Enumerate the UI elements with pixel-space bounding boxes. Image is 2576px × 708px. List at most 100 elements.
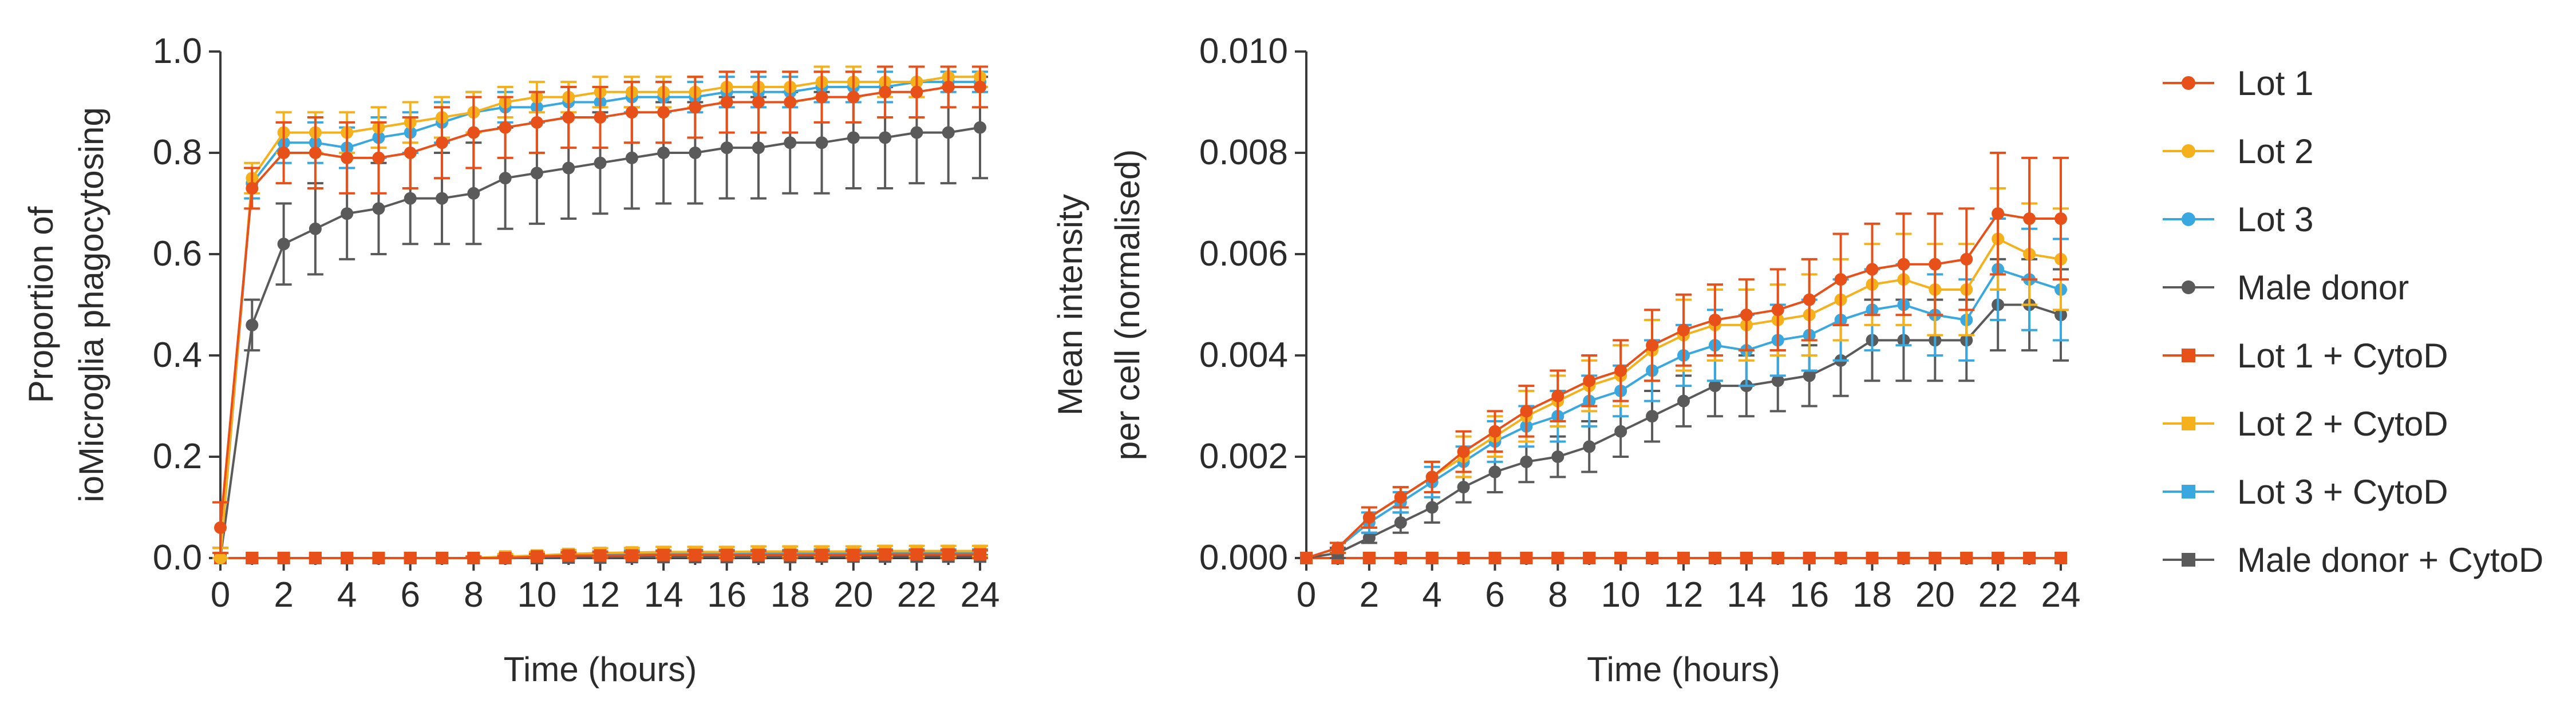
data-point [1551,552,1564,564]
data-point [689,548,702,561]
data-point [1866,552,1879,564]
data-point [1646,552,1659,564]
y-tick-label: 0.010 [1199,31,1288,71]
data-point [625,151,638,164]
legend-label: Lot 3 + CytoD [2237,473,2448,511]
data-point [404,192,417,205]
x-tick-label: 24 [2041,575,2081,615]
legend-label: Lot 2 [2237,132,2313,171]
data-point [1897,258,1910,271]
legend-marker [2182,417,2195,430]
data-point [1394,491,1407,504]
data-point [530,167,543,180]
data-point [2023,552,2036,564]
data-point [784,136,797,149]
y-axis-title: Mean intensity [1051,194,1089,416]
x-tick-label: 20 [1915,575,1955,615]
data-point [1331,541,1344,555]
x-tick-label: 4 [1422,575,1441,615]
data-point [720,141,733,155]
data-point [1425,470,1439,484]
data-point [974,121,986,134]
data-point [372,202,385,215]
data-point [1708,552,1721,564]
y-tick-label: 0.0 [153,538,202,578]
series-male-donor [212,76,988,564]
legend-entry-lot-2: Lot 2 [2163,132,2313,171]
x-tick-label: 14 [644,575,683,615]
x-tick-label: 22 [1978,575,2018,615]
x-tick-label: 0 [1297,575,1316,615]
legend-label: Lot 3 [2237,200,2313,239]
data-point [1457,481,1470,494]
data-point [530,116,543,129]
data-point [815,136,828,149]
y-tick-label: 0.6 [153,234,202,274]
x-tick-label: 8 [464,575,483,615]
data-point [594,549,607,562]
data-point [562,549,575,562]
x-tick-label: 14 [1726,575,1766,615]
data-point [815,90,828,104]
data-point [1614,364,1627,377]
legend-label: Lot 1 + CytoD [2237,337,2448,375]
legend-entry-male-donor-cytod: Male donor + CytoD [2163,541,2543,579]
data-point [1708,314,1721,327]
data-point [847,90,860,104]
data-point [942,126,955,139]
data-point [1992,207,2005,220]
legend-entry-lot-2-cytod: Lot 2 + CytoD [2163,405,2448,443]
data-point [847,131,860,144]
data-point [341,207,354,220]
data-point [1551,389,1564,402]
data-point [372,151,385,164]
data-point [2055,552,2067,564]
y-tick-label: 0.4 [153,335,202,375]
data-point [1929,552,1942,564]
data-point [974,548,986,561]
data-point [2023,212,2036,226]
data-point [1834,273,1847,286]
data-point [436,552,449,564]
x-tick-label: 18 [1852,575,1892,615]
y-axis-title: per cell (normalised) [1108,149,1147,461]
data-point [625,106,638,119]
data-point [847,548,860,561]
legend-label: Male donor + CytoD [2237,541,2543,579]
data-point [910,548,923,561]
data-point [2055,212,2067,226]
chart-phagocytosing-proportion: 0.00.20.40.60.81.00 2 4 6 8 10 12 14 16 18 20 22 24T… [22,31,999,689]
data-point [214,552,227,564]
data-point [1394,552,1407,564]
data-point [752,141,765,155]
data-point [1583,552,1596,564]
y-tick-label: 0.2 [153,437,202,476]
data-point [1866,263,1879,276]
x-tick-label: 6 [401,575,420,615]
legend-marker [2182,144,2195,158]
legend-marker [2182,76,2195,90]
legend-marker [2182,553,2195,567]
x-tick-label: 12 [1664,575,1704,615]
data-point [720,548,733,561]
data-point [1646,339,1659,352]
data-point [1677,394,1690,408]
data-point [879,131,892,144]
data-point [689,101,702,114]
legend-label: Lot 2 + CytoD [2237,405,2448,443]
y-tick-label: 0.8 [153,133,202,172]
data-point [1425,501,1439,514]
data-point [784,96,797,109]
legend-marker [2182,212,2195,226]
x-tick-label: 12 [580,575,620,615]
series-lot-1 [1300,152,2069,564]
legend-label: Male donor [2237,268,2409,307]
data-point [974,80,986,93]
data-point [1929,258,1942,271]
legend-entry-lot-1-cytod: Lot 1 + CytoD [2163,337,2448,375]
data-point [436,136,449,149]
y-tick-label: 0.002 [1199,437,1288,476]
data-point [1960,252,1973,266]
data-point [246,318,259,331]
